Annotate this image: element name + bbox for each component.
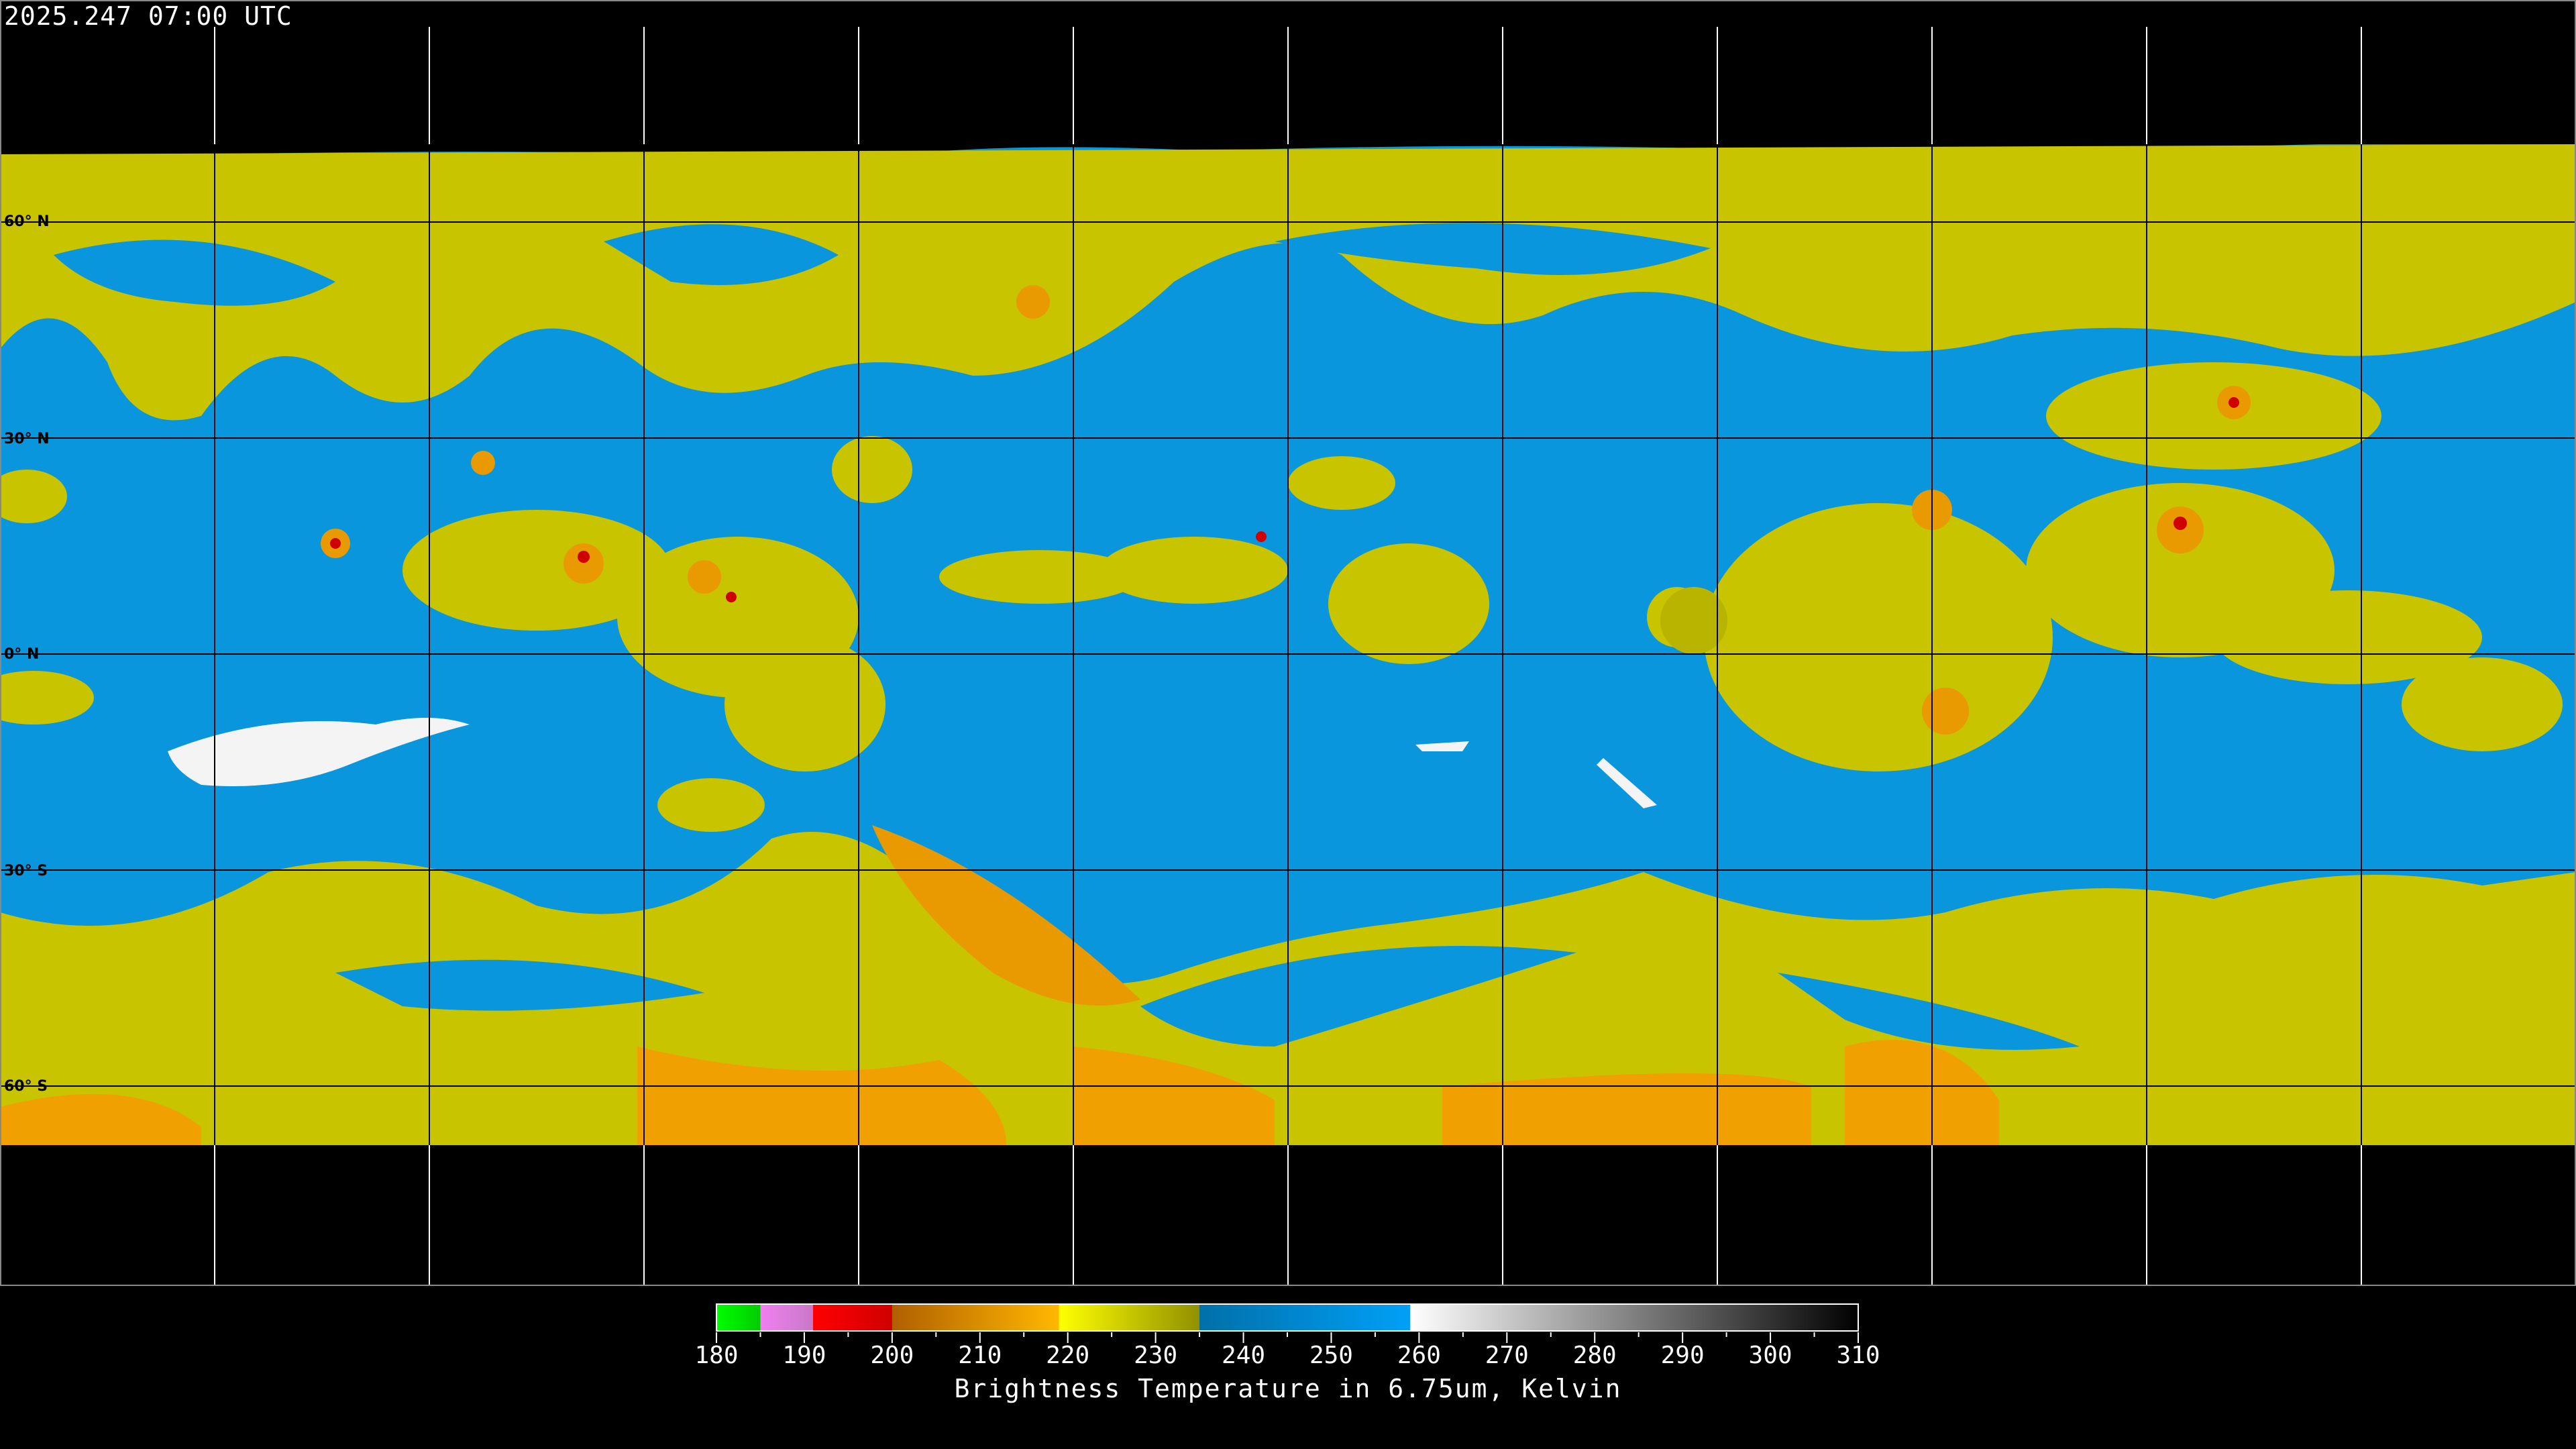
colorbar-segment bbox=[716, 1304, 761, 1331]
colorbar-tick-label: 230 bbox=[1134, 1342, 1177, 1369]
colorbar-tick-label: 290 bbox=[1661, 1342, 1705, 1369]
colorbar-segment bbox=[892, 1304, 1060, 1331]
lat-label-60s: 60° S bbox=[4, 1078, 48, 1095]
colorbar-tick-label: 270 bbox=[1485, 1342, 1529, 1369]
colorbar-tick-label: 180 bbox=[694, 1342, 738, 1369]
colorbar-outline bbox=[716, 1303, 1859, 1332]
colorbar-tick-label: 260 bbox=[1397, 1342, 1441, 1369]
colorbar: 180 190 200 210 220 230 240 250 260 270 280 290 300 3… bbox=[694, 1303, 1880, 1369]
colorbar-tick-label: 300 bbox=[1749, 1342, 1792, 1369]
colorbar-tick-label: 310 bbox=[1836, 1342, 1880, 1369]
colorbar-segment bbox=[813, 1304, 893, 1331]
lat-label-equator: 0° N bbox=[4, 646, 40, 663]
colorbar-segment bbox=[760, 1304, 814, 1331]
colorbar-tick-label: 280 bbox=[1573, 1342, 1617, 1369]
colorbar-segment bbox=[1199, 1304, 1411, 1331]
graticule-over-image bbox=[0, 0, 2576, 1285]
lat-label-30s: 30° S bbox=[4, 863, 48, 879]
colorbar-segment bbox=[1410, 1304, 1859, 1331]
colorbar-tick-label: 250 bbox=[1309, 1342, 1353, 1369]
colorbar-tick-label: 200 bbox=[870, 1342, 914, 1369]
colorbar-tick-label: 240 bbox=[1222, 1342, 1265, 1369]
lat-label-60n: 60° N bbox=[4, 213, 50, 230]
colorbar-tick-label: 210 bbox=[958, 1342, 1002, 1369]
colorbar-title: Brightness Temperature in 6.75um, Kelvin bbox=[954, 1374, 1622, 1403]
water-vapor-map bbox=[0, 0, 2576, 1285]
timestamp-label: 2025.247 07:00 UTC bbox=[4, 1, 292, 31]
lat-label-30n: 30° N bbox=[4, 431, 50, 447]
colorbar-segment bbox=[1059, 1304, 1200, 1331]
colorbar-tick-label: 190 bbox=[782, 1342, 826, 1369]
colorbar-tick-label: 220 bbox=[1046, 1342, 1089, 1369]
